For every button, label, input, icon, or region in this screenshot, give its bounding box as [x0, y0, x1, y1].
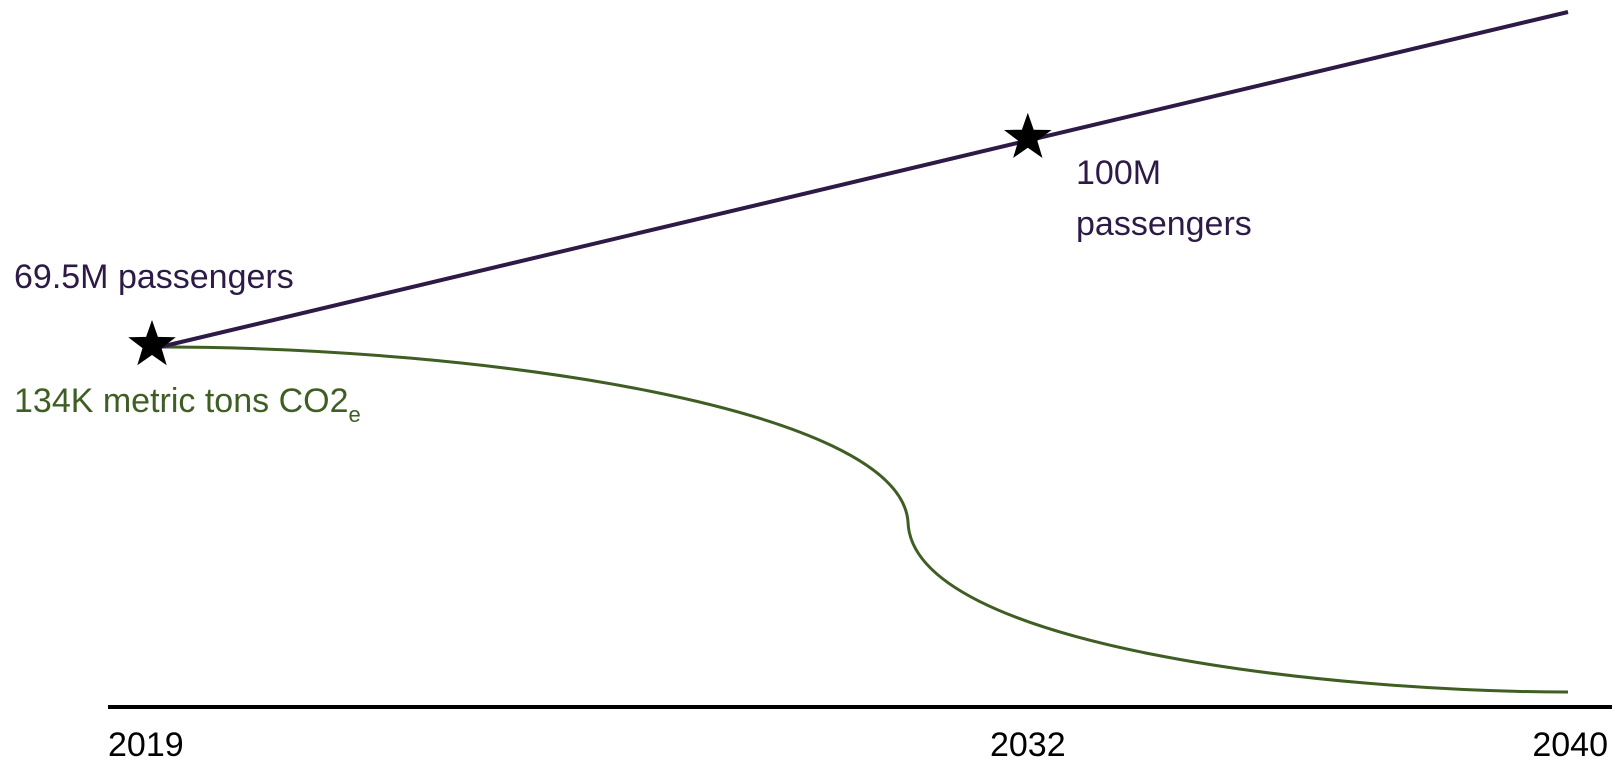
emissions-series-line	[159, 345, 1569, 694]
x-tick-2032: 2032	[990, 726, 1066, 764]
passengers-start-label: 69.5M passengers	[14, 258, 294, 296]
x-tick-2019: 2019	[108, 726, 184, 764]
star-marker-2019	[128, 320, 176, 366]
passengers-target-label-line2: passengers	[1076, 205, 1252, 243]
x-tick-2040: 2040	[1532, 726, 1608, 764]
passengers-series-line	[159, 10, 1569, 349]
star-markers	[128, 112, 1052, 366]
passengers-target-label-line1: 100M	[1076, 154, 1161, 192]
x-tick-labels: 2019 2032 2040	[108, 726, 1608, 764]
emissions-start-label: 134K metric tons CO2e	[14, 382, 361, 427]
emissions-start-label-subscript: e	[348, 402, 360, 427]
emissions-start-label-main: 134K metric tons CO2	[14, 382, 348, 420]
star-marker-2032	[1004, 112, 1052, 158]
